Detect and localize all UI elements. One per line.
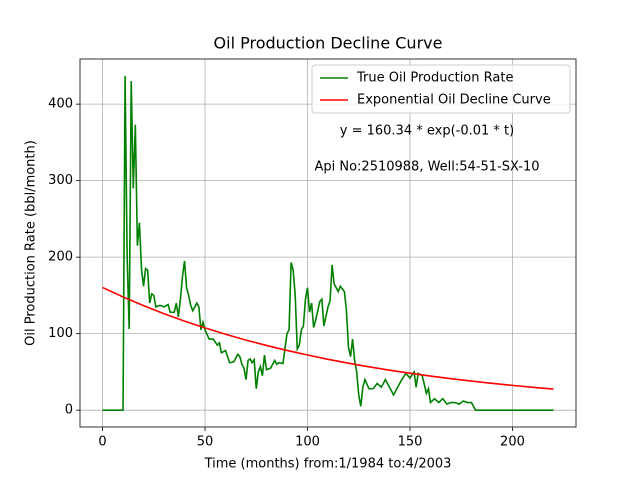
y-tick-label: 300 — [48, 173, 73, 188]
data-line — [102, 75, 554, 411]
y-tick-label: 400 — [48, 97, 73, 112]
legend-label: True Oil Production Rate — [356, 71, 513, 86]
plot-frame — [79, 58, 577, 428]
y-axis-label: Oil Production Rate (bbl/month) — [24, 140, 39, 346]
annotation: y = 160.34 * exp(-0.01 * t) — [340, 124, 514, 139]
legend-label: Exponential Oil Decline Curve — [357, 93, 551, 108]
x-tick-label: 100 — [295, 435, 320, 450]
annotation: Api No:2510988, Well:54-51-SX-10 — [314, 160, 539, 175]
y-tick-label: 0 — [65, 403, 73, 418]
x-tick-label: 50 — [197, 435, 214, 450]
data-line — [102, 286, 554, 390]
x-tick-label: 0 — [98, 435, 106, 450]
y-tick-label: 100 — [48, 326, 73, 341]
x-tick-label: 200 — [500, 435, 525, 450]
y-tick-label: 200 — [48, 250, 73, 265]
legend-box — [311, 64, 571, 114]
x-tick-label: 150 — [398, 435, 423, 450]
chart-title: Oil Production Decline Curve — [214, 34, 443, 53]
x-axis-label: Time (months) from:1/1984 to:4/2003 — [204, 457, 452, 472]
